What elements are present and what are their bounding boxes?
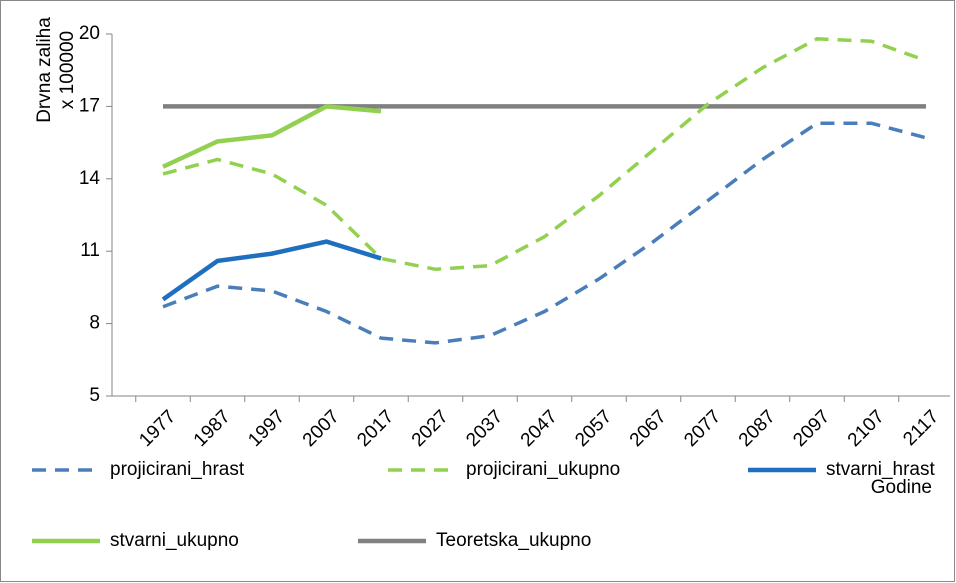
- y-tick-label: 11: [80, 240, 100, 261]
- y-axis-label: x 100000: [57, 31, 78, 109]
- y-tick-label: 20: [79, 23, 100, 44]
- y-tick-label: 5: [89, 385, 100, 406]
- x-axis-label: Godine: [871, 477, 932, 498]
- series-line: [162, 104, 382, 169]
- series-line: [162, 121, 927, 345]
- y-tick-label: 14: [79, 168, 101, 189]
- series-line: [161, 239, 382, 302]
- y-tick-label: 8: [89, 313, 100, 334]
- legend-label: Teoretska_ukupno: [436, 530, 591, 551]
- y-axis-label: Drvna zaliha: [34, 17, 55, 123]
- series-line: [162, 37, 927, 272]
- legend-label: projicirani_hrast: [110, 459, 245, 480]
- legend-label: projicirani_ukupno: [466, 459, 620, 480]
- legend-label: stvarni_ukupno: [110, 530, 239, 551]
- y-tick-label: 17: [79, 95, 100, 116]
- legend-label: stvarni_hrast: [826, 459, 935, 480]
